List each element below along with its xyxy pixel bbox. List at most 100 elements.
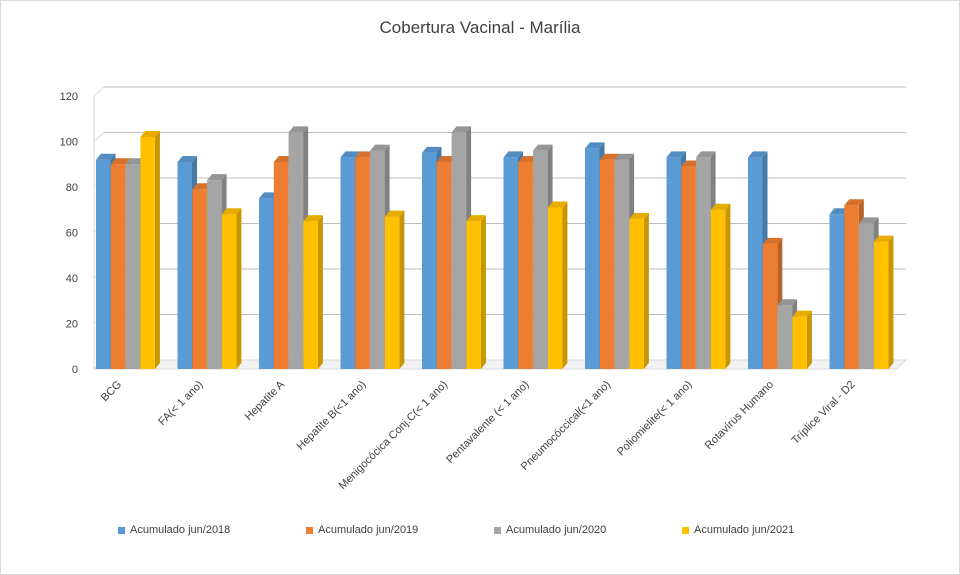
bar-top <box>547 201 568 208</box>
bar-top <box>629 212 649 219</box>
x-tick-label: BCG <box>99 379 124 404</box>
bar-top <box>110 158 131 165</box>
bar-front <box>859 223 874 369</box>
bar-top <box>303 215 323 222</box>
bar-top <box>844 199 864 206</box>
bar <box>873 235 894 369</box>
bar-front <box>125 164 141 369</box>
legend-swatch <box>494 526 501 534</box>
bar-top <box>859 217 879 224</box>
bar <box>710 203 731 369</box>
bar-front <box>96 159 111 369</box>
y-tick-label: 100 <box>60 137 78 149</box>
bar-top <box>696 151 716 158</box>
bar-front <box>221 214 237 369</box>
bar-front <box>177 161 192 369</box>
x-tick-label: Hepatite B(<1 ano) <box>295 379 369 453</box>
y-tick-label: 40 <box>66 273 78 285</box>
bar-top <box>221 208 242 215</box>
bar-top <box>384 210 405 217</box>
bar-front <box>110 164 126 369</box>
bar-front <box>518 161 533 369</box>
bar-top <box>96 153 116 160</box>
bar-front <box>762 243 778 369</box>
bar-side <box>806 310 812 369</box>
bar-top <box>503 151 523 158</box>
y-tick-label: 120 <box>60 91 78 103</box>
bar-front <box>384 216 400 369</box>
bar-front <box>844 205 859 369</box>
bar-front <box>466 221 481 369</box>
bar-side <box>643 212 649 369</box>
bar-front <box>192 189 207 369</box>
bar-front <box>629 218 644 369</box>
bar-top <box>451 126 472 133</box>
bar <box>384 210 405 369</box>
bar-top <box>340 151 360 158</box>
bar-top <box>533 144 553 151</box>
bar-front <box>599 159 615 369</box>
bar-top <box>762 237 783 244</box>
legend-swatch <box>306 526 313 534</box>
bar-top <box>259 192 279 199</box>
bar-side <box>562 201 568 369</box>
bar-front <box>259 198 274 369</box>
bar-front <box>748 157 763 369</box>
y-tick-label: 80 <box>66 182 78 194</box>
bar-front <box>303 221 318 369</box>
legend-swatch <box>682 526 689 534</box>
bar-top <box>710 203 731 210</box>
legend-item: Acumulado jun/2019 <box>306 524 418 536</box>
bar-top <box>666 151 686 158</box>
bar <box>221 208 242 369</box>
bar-front <box>873 241 889 369</box>
bar-front <box>777 305 793 369</box>
bar-side <box>888 235 894 369</box>
bar-top <box>873 235 894 242</box>
bar-side <box>236 208 242 369</box>
x-tick-label: Hepatite A <box>243 378 288 423</box>
bar-top <box>422 146 442 153</box>
bar-top <box>370 144 390 151</box>
bar-front <box>436 161 452 369</box>
legend-item: Acumulado jun/2020 <box>494 524 606 536</box>
bar-top <box>829 208 849 215</box>
bar-front <box>533 150 548 369</box>
bar-front <box>273 161 289 369</box>
bar-top <box>777 299 798 306</box>
x-tick-label: Pentavalente (< 1 ano) <box>444 379 531 466</box>
y-tick-label: 60 <box>66 228 78 240</box>
legend-item: Acumulado jun/2021 <box>682 524 794 536</box>
gridline-depth <box>93 132 105 142</box>
bar-front <box>585 148 600 369</box>
bar-front <box>451 132 467 369</box>
bar-front <box>666 157 681 369</box>
bar-front <box>829 214 844 369</box>
x-tick-label: Rotavírus Humano <box>703 379 776 452</box>
bar-top <box>599 153 620 160</box>
bar-top <box>177 155 197 162</box>
bar-side <box>725 203 731 369</box>
legend-label: Acumulado jun/2019 <box>318 524 419 536</box>
bar-top <box>273 155 294 162</box>
bar-top <box>192 183 212 190</box>
bar <box>466 215 486 369</box>
bar-front <box>140 136 155 369</box>
bar-top <box>585 142 605 149</box>
bar-front <box>207 180 222 369</box>
bar <box>792 310 812 369</box>
bar-top <box>355 151 375 158</box>
bar-front <box>614 159 630 369</box>
bar-top <box>207 174 227 181</box>
bar-side <box>399 210 405 369</box>
bar-top <box>681 160 701 167</box>
gridline-depth <box>93 86 105 97</box>
bar-side <box>317 215 323 369</box>
bar <box>140 130 160 369</box>
bar-side <box>480 215 486 369</box>
bar-top <box>466 215 486 222</box>
bar-front <box>792 316 807 369</box>
bar-front <box>370 150 385 369</box>
y-tick-label: 0 <box>72 364 78 376</box>
legend-label: Acumulado jun/2020 <box>506 524 607 536</box>
